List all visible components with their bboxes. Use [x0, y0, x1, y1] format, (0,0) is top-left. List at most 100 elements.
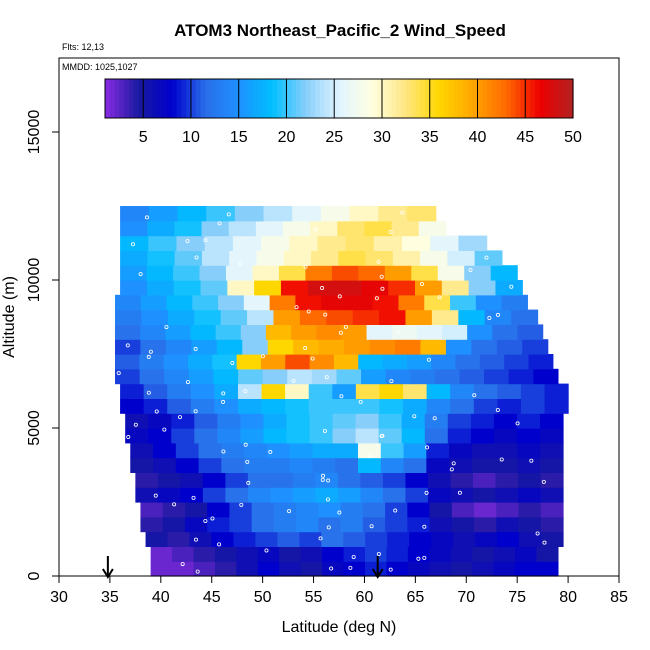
heatmap-cell [420, 250, 448, 266]
colorbar-swatch [238, 79, 245, 118]
heatmap-cell [130, 457, 154, 473]
sample-point [416, 556, 421, 561]
heatmap-cell [162, 502, 186, 518]
heatmap-cell [240, 324, 267, 340]
sample-point [144, 215, 149, 220]
heatmap-cell [411, 265, 439, 281]
heatmap-cell [517, 324, 544, 340]
heatmap-cell [212, 354, 238, 370]
heatmap-cell [287, 368, 313, 385]
heatmap-cell [175, 457, 200, 473]
heatmap-cell [508, 368, 534, 385]
colorbar-swatch [367, 79, 374, 118]
heatmap-cell [184, 502, 208, 518]
sample-point [180, 562, 185, 567]
heatmap-cell [291, 324, 317, 340]
heatmap-cell [261, 235, 290, 251]
sample-point [541, 479, 546, 484]
heatmap-cell [157, 487, 181, 503]
heatmap-cell [255, 531, 278, 547]
heatmap-cell [194, 309, 222, 325]
heatmap-cell [403, 442, 427, 459]
colorbar-swatch [405, 79, 412, 118]
heatmap-cell [286, 413, 311, 429]
heatmap-cell [501, 294, 528, 311]
colorbar-swatch [334, 79, 340, 118]
heatmap-cell [468, 280, 497, 296]
sample-point [396, 329, 401, 334]
y-tick-label: 0 [26, 571, 43, 580]
heatmap-cell [344, 339, 371, 355]
plot-frame [58, 57, 620, 577]
heatmap-cell [474, 502, 497, 518]
heatmap-cell [471, 457, 496, 473]
heatmap-cell [190, 324, 217, 340]
x-tick-label: 55 [305, 589, 323, 606]
heatmap-cell [311, 368, 338, 385]
colorbar-swatch [487, 79, 493, 118]
heatmap-cell [176, 235, 206, 251]
heatmap-cell [216, 339, 243, 355]
colorbar-swatch [162, 79, 168, 118]
sample-point [195, 569, 200, 574]
heatmap-cell [225, 472, 249, 488]
heatmap-cell [254, 280, 282, 296]
colorbar-tick-label: 40 [469, 129, 487, 146]
x-tick-label: 75 [508, 589, 526, 606]
heatmap-cell [201, 220, 230, 237]
down-arrow-icon [371, 556, 384, 579]
heatmap-cell [450, 546, 473, 562]
colorbar-swatch [401, 79, 407, 118]
heatmap-cell [317, 235, 347, 251]
heatmap-cell [496, 339, 523, 355]
sample-point [164, 325, 169, 330]
heatmap-cell [141, 309, 169, 325]
colorbar-swatch [310, 79, 316, 118]
sample-point [495, 407, 500, 412]
heatmap-cell [220, 309, 248, 325]
sample-point [146, 354, 151, 359]
heatmap-cell [174, 220, 203, 237]
y-tick-label: 15000 [26, 110, 43, 155]
colorbar-swatch [520, 79, 526, 118]
heatmap-cell [300, 546, 323, 562]
heatmap-cell [153, 457, 177, 473]
colorbar-tick-label: 50 [564, 129, 582, 146]
heatmap-cell [263, 428, 288, 444]
x-tick-label: 40 [152, 589, 170, 606]
sample-point [337, 510, 342, 515]
heatmap-cell [540, 457, 564, 473]
heatmap-cell [420, 339, 447, 355]
colorbar-swatch [463, 79, 469, 118]
heatmap-cell [190, 383, 216, 399]
heatmap-cell [409, 531, 432, 547]
sample-point [422, 555, 427, 560]
colorbar-swatch [472, 79, 479, 118]
heatmap-cell [540, 442, 564, 459]
x-axis-label: Latitude (deg N) [282, 619, 397, 636]
heatmap-cell [426, 383, 451, 399]
heatmap-cell [234, 206, 265, 222]
heatmap-cell [382, 487, 407, 503]
heatmap-cell [493, 428, 518, 444]
heatmap-cell [493, 546, 516, 562]
sample-point [368, 453, 373, 458]
heatmap-cell [492, 324, 519, 340]
heatmap-cell [429, 502, 453, 518]
heatmap-cell [257, 546, 280, 562]
colorbar-swatch [339, 79, 345, 118]
heatmap-cell [355, 383, 381, 399]
colorbar-tick-label: 35 [421, 129, 439, 146]
colorbar-ticks: 5 10 15 20 25 30 35 40 45 50 [104, 78, 582, 146]
sample-point [322, 428, 327, 433]
heatmap-cell [458, 309, 486, 325]
heatmap-cell [167, 531, 191, 547]
heatmap-cell [380, 442, 405, 459]
sample-point [217, 221, 222, 226]
heatmap-cell [518, 502, 542, 518]
heatmap-cell [172, 546, 195, 562]
heatmap-cell [544, 383, 569, 399]
heatmap-cell [240, 413, 265, 429]
heatmap-cell [403, 457, 427, 473]
colorbar-swatch [233, 79, 240, 118]
